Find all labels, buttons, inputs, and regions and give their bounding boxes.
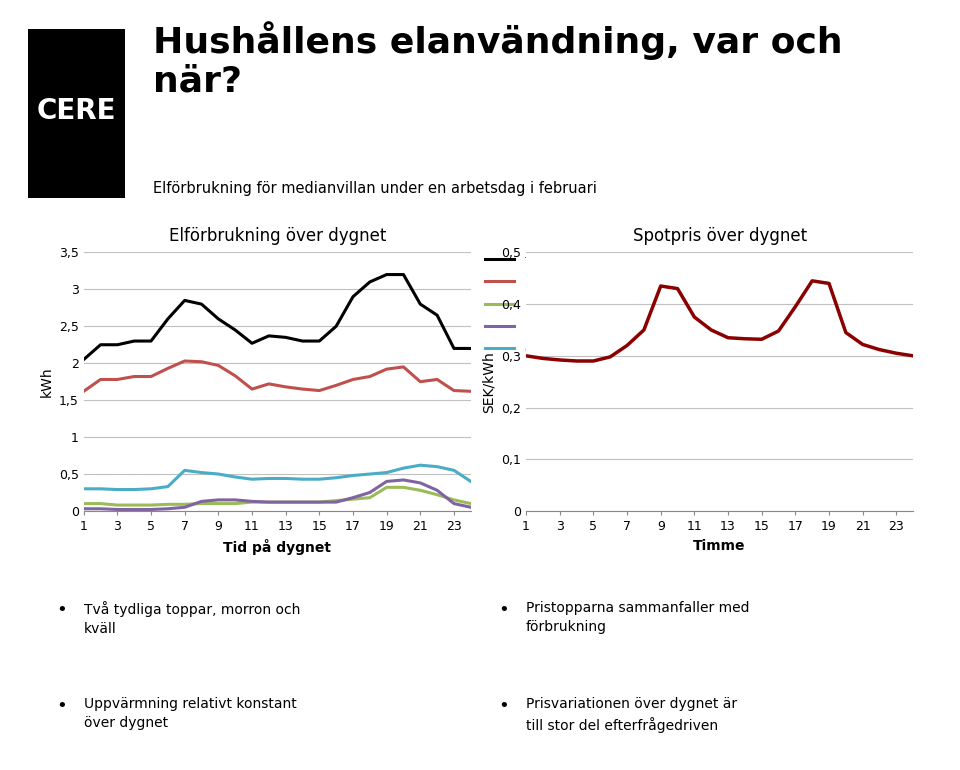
Text: Pristopparna sammanfaller med
förbrukning: Pristopparna sammanfaller med förbruknin… [526, 601, 750, 634]
Text: •: • [56, 601, 67, 619]
Text: CERE: CERE [36, 97, 116, 126]
X-axis label: Timme: Timme [693, 538, 746, 553]
Text: •: • [498, 697, 509, 715]
X-axis label: Tid på dygnet: Tid på dygnet [224, 538, 331, 554]
Text: Elförbrukning för medianvillan under en arbetsdag i februari: Elförbrukning för medianvillan under en … [153, 181, 597, 196]
Text: Prisvariationen över dygnet är
till stor del efterfrågedriven: Prisvariationen över dygnet är till stor… [526, 697, 737, 733]
Text: •: • [56, 697, 67, 715]
FancyBboxPatch shape [29, 28, 125, 198]
Title: Elförbrukning över dygnet: Elförbrukning över dygnet [169, 227, 386, 246]
Text: Hushållens elanvändning, var och
när?: Hushållens elanvändning, var och när? [153, 21, 843, 98]
Text: •: • [498, 601, 509, 619]
Text: Uppvärmning relativt konstant
över dygnet: Uppvärmning relativt konstant över dygne… [84, 697, 297, 730]
Y-axis label: kWh: kWh [39, 367, 54, 397]
Legend: total, uppvärmn, kök, belysning, övrigt: total, uppvärmn, kök, belysning, övrigt [485, 254, 593, 356]
Text: Två tydliga toppar, morron och
kväll: Två tydliga toppar, morron och kväll [84, 601, 300, 636]
Title: Spotpris över dygnet: Spotpris över dygnet [633, 227, 806, 246]
Y-axis label: SEK/kWh: SEK/kWh [482, 351, 495, 413]
